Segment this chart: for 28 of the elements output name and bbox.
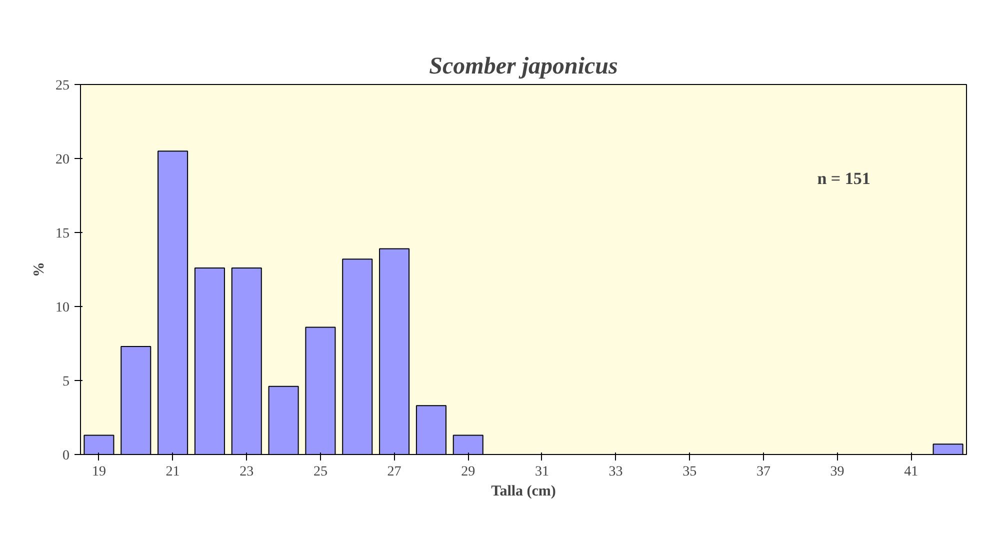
y-tick-label: 0 [62,448,70,464]
x-tick-label: 27 [387,464,402,480]
bar [416,405,446,454]
y-axis-title: % [32,262,48,277]
chart-title: Scomber japonicus [429,54,618,80]
x-axis-title: Talla (cm) [491,484,556,500]
x-tick-label: 31 [534,464,549,480]
x-tick-label: 41 [904,464,918,480]
x-tick-label: 39 [830,464,844,480]
bar [932,444,964,454]
x-tick-label: 29 [461,464,476,480]
bar [268,386,299,454]
x-tick-label: 21 [166,464,180,480]
x-tick-label: 35 [682,464,697,480]
y-tick-label: 25 [56,78,70,94]
x-tick-label: 37 [756,464,770,480]
x-tick-label: 23 [240,464,254,480]
y-tick-label: 5 [62,374,70,390]
annotation: n = 151 [817,169,870,188]
x-tick-label: 19 [92,464,106,480]
y-tick-label: 15 [56,226,70,242]
bar [120,346,152,454]
bar [342,258,373,454]
y-tick-label: 10 [56,300,70,316]
y-tick-label: 20 [56,152,70,168]
bar [194,268,225,454]
x-tick-label: 33 [608,464,623,480]
x-tick-label: 25 [313,464,328,480]
